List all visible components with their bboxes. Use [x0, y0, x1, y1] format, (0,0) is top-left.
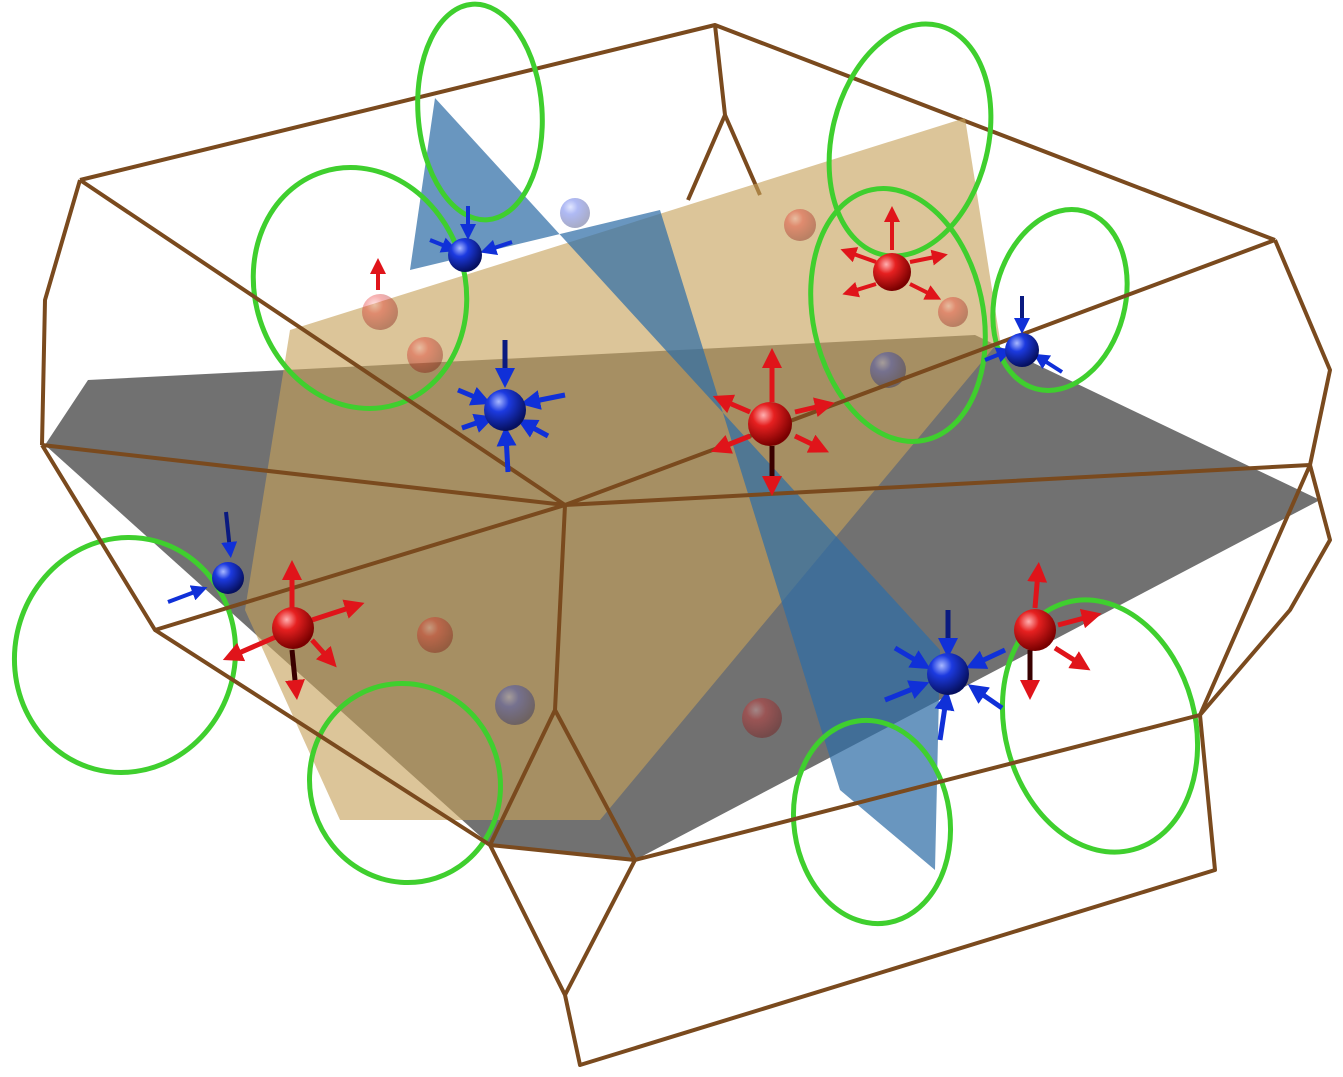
faded-positive-monopole [362, 294, 398, 330]
green-loop [999, 597, 1201, 855]
green-loop [826, 21, 994, 259]
monopoles [167, 206, 1102, 741]
negative-monopole [984, 296, 1064, 374]
green-loop [415, 1, 545, 223]
faded-negative-monopole [495, 685, 535, 725]
faded-positive-monopole [784, 209, 816, 241]
front-edges [40, 178, 1332, 1067]
green-loop [790, 717, 954, 927]
back-edges [40, 23, 1332, 466]
positive-monopole [222, 560, 365, 700]
negative-monopole [884, 610, 1007, 741]
green-loop [307, 680, 503, 886]
green-loop [808, 186, 988, 444]
faded-positive-monopole [407, 337, 443, 373]
green-loop [11, 535, 239, 775]
faded-positive-monopole [742, 698, 782, 738]
faded-monopoles [362, 198, 968, 738]
negative-monopole [457, 340, 566, 473]
planes [45, 98, 1320, 870]
positive-monopole [710, 348, 835, 496]
positive-monopole [1014, 562, 1102, 700]
blue-plane [410, 98, 940, 870]
faded-positive-monopole [417, 617, 453, 653]
positive-monopole [840, 206, 948, 300]
negative-monopole [167, 511, 244, 604]
green-loop [990, 207, 1130, 393]
faded-negative-monopole [560, 198, 590, 228]
negative-monopole [429, 206, 513, 272]
faded-positive-monopole [938, 297, 968, 327]
